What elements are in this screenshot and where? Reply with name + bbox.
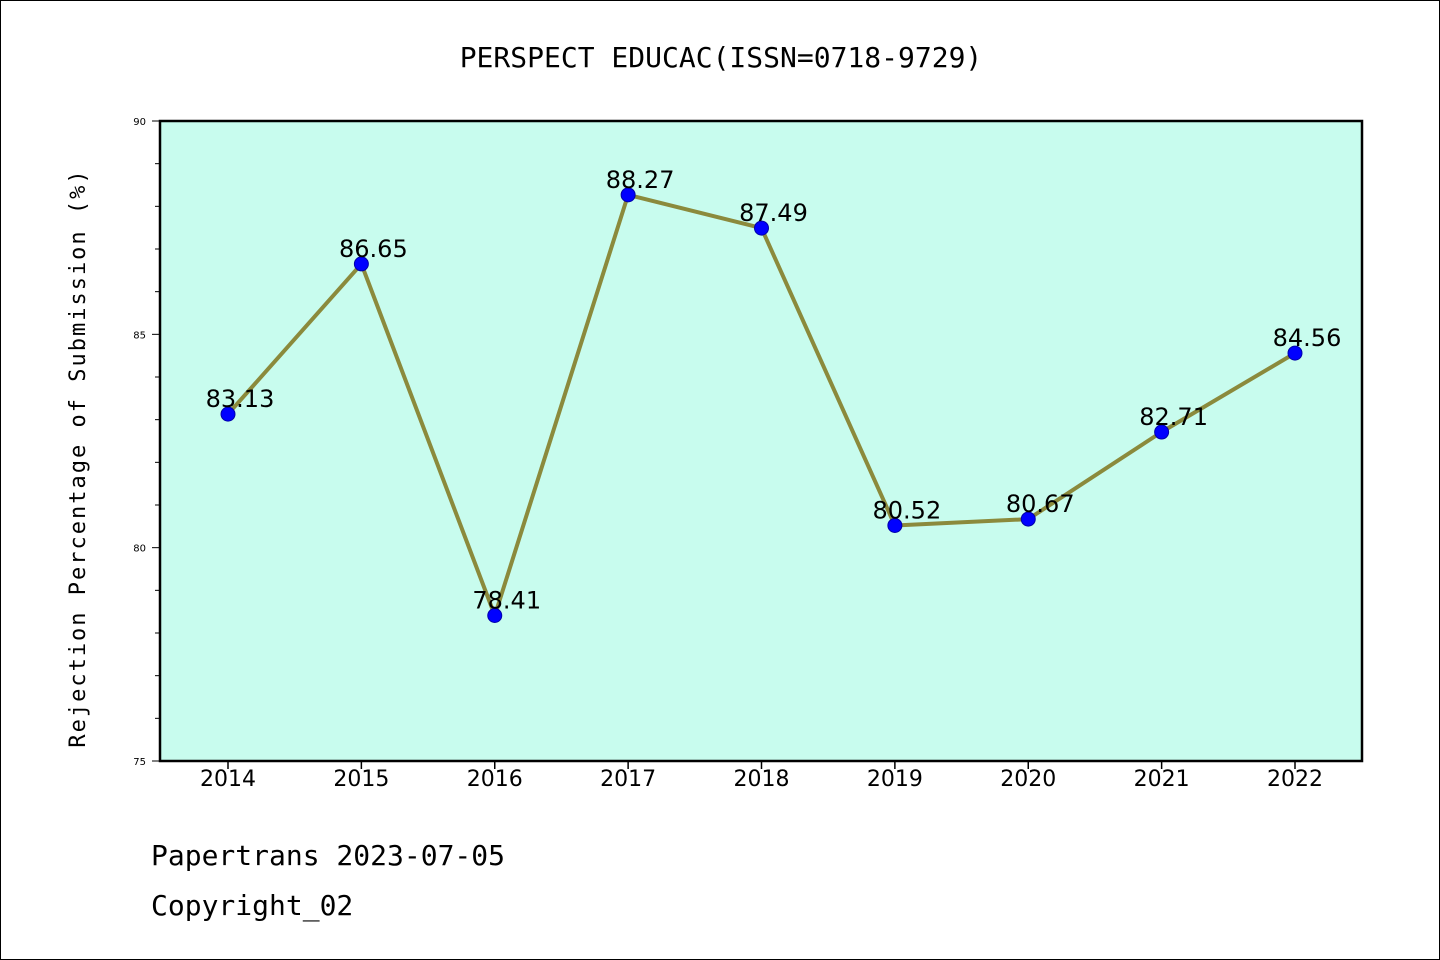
data-point — [1287, 345, 1303, 361]
y-axis-ticks: 75 80 85 90 — [133, 117, 160, 768]
data-label: 78.41 — [472, 587, 541, 615]
x-tick-label: 2020 — [1000, 767, 1056, 792]
footer-copyright: Copyright_02 — [151, 889, 353, 923]
data-point — [487, 608, 503, 624]
data-label: 86.65 — [339, 235, 408, 263]
data-point — [754, 220, 769, 236]
data-label: 83.13 — [206, 385, 275, 413]
data-label: 80.67 — [1006, 490, 1075, 518]
x-tick-label: 2019 — [867, 767, 923, 792]
x-tick-label: 2021 — [1134, 767, 1190, 792]
y-tick-label: 85 — [133, 330, 146, 341]
footer-date: Papertrans 2023-07-05 — [151, 839, 505, 872]
data-label: 82.71 — [1139, 403, 1208, 431]
y-tick-label: 75 — [133, 757, 146, 768]
x-tick-label: 2014 — [200, 767, 256, 792]
data-point — [1020, 511, 1036, 527]
x-tick-label: 2015 — [333, 767, 389, 792]
data-point — [620, 187, 636, 203]
y-tick-label: 90 — [133, 117, 146, 128]
chart-title: PERSPECT EDUCAC(ISSN=0718-9729) — [460, 41, 983, 74]
data-label: 84.56 — [1273, 324, 1342, 352]
data-label: 80.52 — [873, 496, 942, 524]
data-point — [1154, 424, 1170, 440]
x-tick-label: 2016 — [467, 767, 523, 792]
data-label: 87.49 — [739, 199, 808, 227]
x-axis-ticks: 2014 2015 2016 2017 2018 2019 2020 2021 2022 — [200, 761, 1323, 792]
y-axis-label: Rejection Percentage of Submission (%) — [66, 168, 91, 747]
data-labels: 83.13 86.65 78.41 88.27 87.49 80.52 80.67 82.71… — [206, 166, 1342, 615]
x-tick-label: 2022 — [1267, 767, 1323, 792]
y-tick-label: 80 — [133, 544, 146, 555]
x-tick-label: 2018 — [734, 767, 790, 792]
data-point — [220, 406, 236, 422]
x-tick-label: 2017 — [600, 767, 656, 792]
data-point — [887, 517, 903, 533]
series-markers — [220, 187, 1303, 624]
data-label: 88.27 — [606, 166, 675, 194]
data-point — [353, 256, 369, 272]
